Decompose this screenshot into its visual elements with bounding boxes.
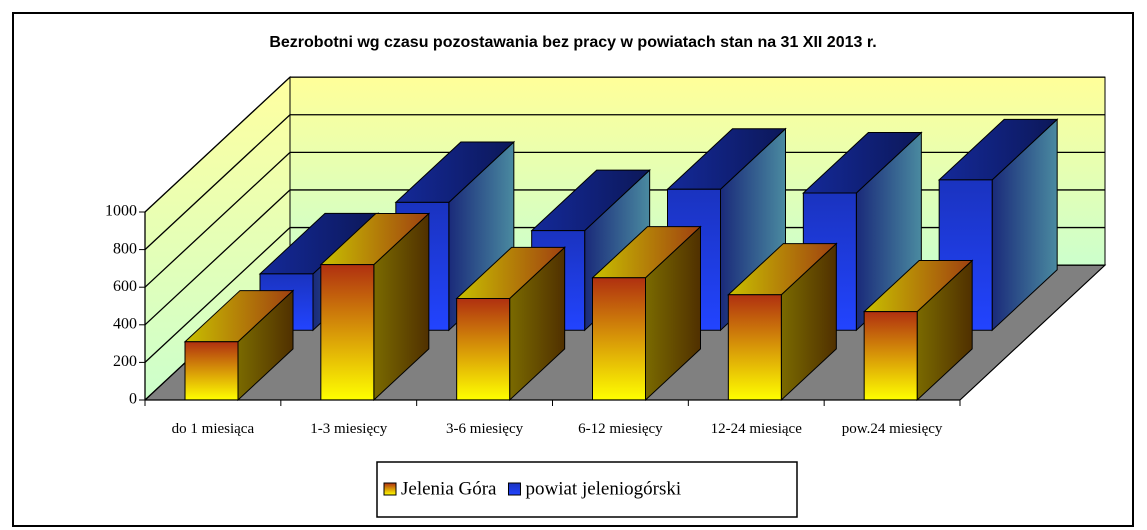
legend-swatch [383,482,397,496]
legend-box [376,461,798,518]
y-tick-label: 800 [113,240,137,257]
chart-title: Bezrobotni wg czasu pozostawania bez pra… [269,34,876,51]
bar-front [456,297,511,401]
x-tick-label: do 1 miesiąca [171,421,255,437]
x-label-box: 6-12 miesięcy [578,421,663,437]
bar-front [592,277,646,401]
x-label-box: 12-24 miesiące [710,421,802,437]
bar-front [184,341,239,401]
bar-front [863,311,918,401]
legend-label: Jelenia Góra [401,478,497,499]
legend-swatch [507,482,521,496]
y-tick-label: 0 [129,391,137,408]
x-label-box: 1-3 miesięcy [310,421,388,437]
y-tick-label: 600 [113,278,137,295]
x-tick-label: 1-3 miesięcy [310,421,388,437]
x-tick-label: 3-6 miesięcy [446,421,524,437]
y-tick-label: 1000 [105,203,137,220]
floor-edge [959,264,1106,401]
x-label-box: do 1 miesiąca [171,421,255,437]
y-tick-label: 400 [113,315,137,332]
bar-front [727,294,782,401]
bar-front [320,264,375,401]
grid-line [144,114,1105,251]
axis: 0 200 400 600 800 1000 do 1 miesiąca 1-3 miesię… [105,203,1106,437]
x-label-box: 3-6 miesięcy [446,421,524,437]
x-tick-label: 12-24 miesiące [710,421,802,437]
legend: Jelenia Góra powiat jeleniogórski [376,461,798,518]
y-tick-label: 200 [113,353,137,370]
legend-label: powiat jeleniogórski [525,478,681,499]
x-label-box: pow.24 miesięcy [841,421,943,437]
grid-line [144,76,1105,213]
grid-line [144,151,1105,288]
x-tick-label: pow.24 miesięcy [841,421,943,437]
bars [183,118,1059,402]
x-tick-label: 6-12 miesięcy [578,421,663,437]
